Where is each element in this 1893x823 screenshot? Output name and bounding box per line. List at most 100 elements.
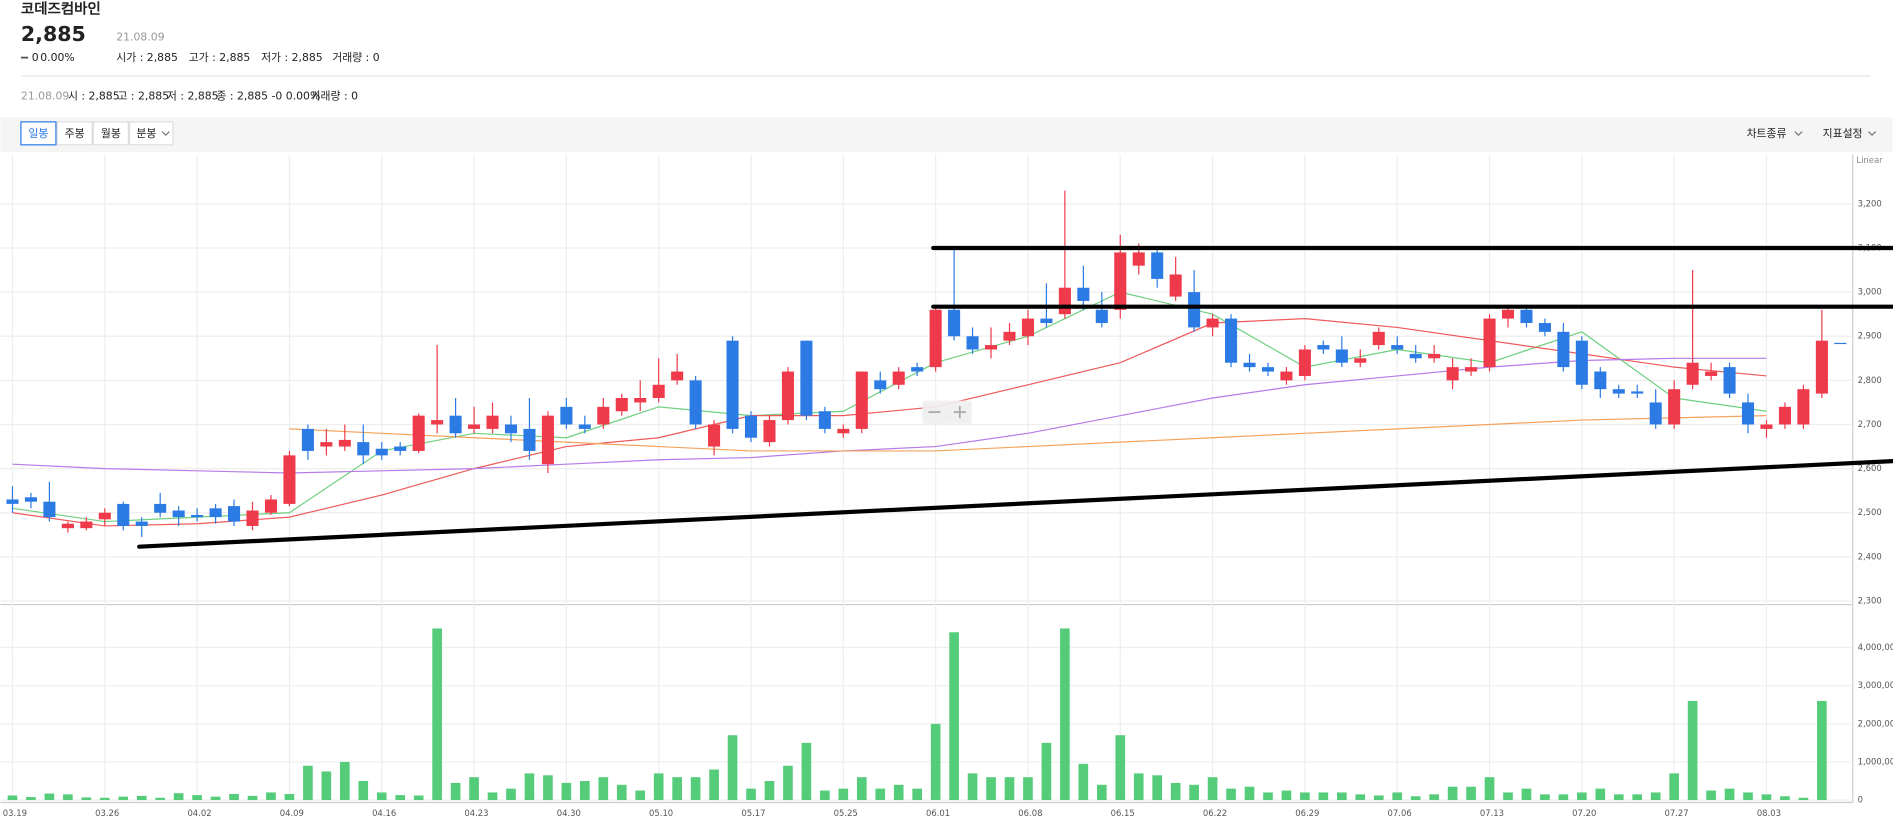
candle-body xyxy=(264,499,277,513)
period-buttons: 일봉 주봉 월봉 분봉 xyxy=(20,121,174,146)
period-button[interactable] xyxy=(128,121,174,146)
volume-bar xyxy=(1337,792,1347,801)
indicator-menu[interactable]: 지표설정 xyxy=(1823,127,1863,140)
summary-item: 거래량 : 0 xyxy=(311,90,359,103)
y-tick-label: 3,000,000 xyxy=(1858,680,1893,690)
x-tick-label: 04.02 xyxy=(187,808,211,818)
volume-bar xyxy=(1595,788,1606,801)
x-tick-label: 06.22 xyxy=(1203,808,1227,818)
volume-bar xyxy=(63,794,73,801)
chart-type-menu[interactable]: 차트종류 xyxy=(1747,127,1787,140)
period-label[interactable]: 월봉 xyxy=(101,127,121,140)
volume-bar xyxy=(247,795,258,801)
candle-body xyxy=(1335,349,1348,363)
field: 시가 : 2,885 xyxy=(116,51,178,64)
candle-body xyxy=(984,345,998,350)
candle-body xyxy=(320,442,333,447)
candle-body xyxy=(172,510,185,518)
candle-body xyxy=(1040,318,1053,324)
volume-bar xyxy=(1724,788,1735,801)
volume-bar xyxy=(616,784,627,801)
period-button[interactable] xyxy=(20,121,57,146)
period-label[interactable]: 주봉 xyxy=(65,127,85,140)
candle-body xyxy=(874,380,887,390)
y-tick-label: 2,800 xyxy=(1858,375,1882,385)
volume-bar xyxy=(820,790,830,801)
volume-bar xyxy=(1023,777,1033,801)
candle-body xyxy=(615,398,628,412)
candle-body xyxy=(1206,318,1219,328)
x-tick-label: 05.25 xyxy=(834,808,858,818)
y-tick-label: 2,600 xyxy=(1858,463,1882,473)
candle-body xyxy=(1243,362,1256,368)
period-button[interactable] xyxy=(56,121,93,146)
volume-bar xyxy=(1392,792,1403,801)
date: 21.08.09 xyxy=(116,30,164,43)
period-label[interactable]: 일봉 xyxy=(28,126,48,140)
candle-body xyxy=(1797,389,1810,425)
volume-bar xyxy=(321,771,332,801)
volume-bar xyxy=(469,777,479,801)
candle-body xyxy=(781,371,794,421)
moving-average xyxy=(12,291,1767,523)
candle-body xyxy=(1723,367,1736,394)
y-tick-label: 3,200 xyxy=(1858,198,1882,208)
volume-bar xyxy=(875,788,886,801)
volume-bar xyxy=(986,777,996,801)
volume-bar xyxy=(653,773,664,801)
toolbar xyxy=(0,117,1893,153)
x-tick-label: 06.29 xyxy=(1295,808,1319,818)
candle-body xyxy=(708,424,721,447)
candle-body xyxy=(209,508,222,518)
volume-bar xyxy=(1263,792,1273,801)
candle-body xyxy=(634,398,647,403)
volume-bar xyxy=(487,792,498,801)
volume-bar xyxy=(838,788,849,801)
volume-bar xyxy=(1410,796,1421,801)
x-tick-label: 07.13 xyxy=(1480,808,1504,818)
candle-body xyxy=(929,309,942,368)
volume-bar xyxy=(930,723,941,801)
candle-body xyxy=(1428,353,1441,359)
y-tick-label: 2,700 xyxy=(1858,419,1882,429)
y-tick-label: 4,000,000 xyxy=(1858,642,1893,652)
candle-body xyxy=(301,428,314,451)
field: 거래량 : 0 xyxy=(332,51,380,64)
flat-icon xyxy=(20,56,29,59)
candle-body xyxy=(135,521,148,526)
moving-average xyxy=(12,317,1767,527)
field: 저가 : 2,885 xyxy=(261,51,323,64)
candle-body xyxy=(541,415,554,465)
candle-body xyxy=(726,340,739,429)
dropdown-arrow xyxy=(1794,131,1803,137)
candle-body xyxy=(338,439,351,447)
volume-bar xyxy=(672,777,682,801)
period-button[interactable] xyxy=(92,121,129,146)
candle-body xyxy=(966,336,979,350)
candle-body xyxy=(1132,252,1145,266)
volume-bar xyxy=(1004,777,1015,801)
volume-bar xyxy=(1226,788,1236,801)
dropdown-arrow xyxy=(161,131,170,137)
x-tick-label: 05.17 xyxy=(741,808,765,818)
candle-body xyxy=(1668,389,1681,425)
volume-bar xyxy=(764,781,775,801)
volume-bar xyxy=(1115,735,1126,801)
candle-body xyxy=(597,406,610,425)
volume-bar xyxy=(44,793,55,801)
candle-body xyxy=(1834,342,1847,345)
volume-bar xyxy=(1484,777,1495,801)
volume-bar xyxy=(413,795,424,801)
volume-bar xyxy=(339,761,350,801)
candle-body xyxy=(1815,340,1828,394)
candle-body xyxy=(1225,318,1238,363)
volume-bar xyxy=(1373,795,1384,801)
candle-body xyxy=(1501,309,1515,319)
volume-bar xyxy=(1189,784,1199,801)
volume-bar xyxy=(783,765,793,801)
volume-bar xyxy=(543,775,553,801)
period-label[interactable]: 분봉 xyxy=(136,127,156,140)
candle-body xyxy=(98,512,111,520)
volume-bar xyxy=(173,793,184,801)
